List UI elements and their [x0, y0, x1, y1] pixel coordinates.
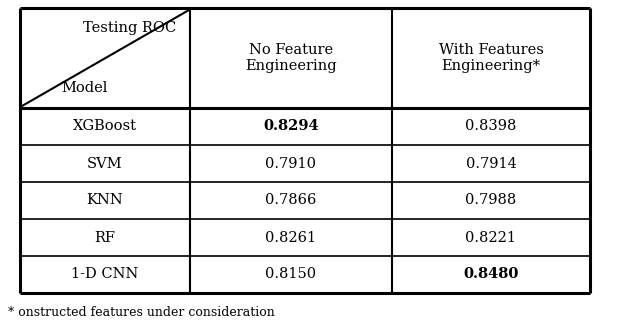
Text: 0.8294: 0.8294	[263, 120, 319, 133]
Text: With Features
Engineering*: With Features Engineering*	[438, 43, 543, 73]
Text: Model: Model	[62, 81, 108, 95]
Text: SVM: SVM	[87, 156, 123, 171]
Text: 0.8261: 0.8261	[266, 230, 317, 244]
Text: 0.7988: 0.7988	[465, 194, 516, 208]
Text: 0.7914: 0.7914	[465, 156, 516, 171]
Text: * onstructed features under consideration: * onstructed features under consideratio…	[8, 306, 275, 319]
Text: No Feature
Engineering: No Feature Engineering	[245, 43, 337, 73]
Text: 0.7910: 0.7910	[266, 156, 317, 171]
Text: 0.8150: 0.8150	[266, 268, 317, 282]
Text: RF: RF	[95, 230, 115, 244]
Text: 0.7866: 0.7866	[266, 194, 317, 208]
Text: 0.8480: 0.8480	[463, 268, 518, 282]
Text: XGBoost: XGBoost	[73, 120, 137, 133]
Text: 0.8221: 0.8221	[465, 230, 516, 244]
Text: 0.8398: 0.8398	[465, 120, 516, 133]
Text: 1-D CNN: 1-D CNN	[71, 268, 139, 282]
Text: KNN: KNN	[86, 194, 124, 208]
Text: Testing ROC: Testing ROC	[83, 21, 177, 35]
